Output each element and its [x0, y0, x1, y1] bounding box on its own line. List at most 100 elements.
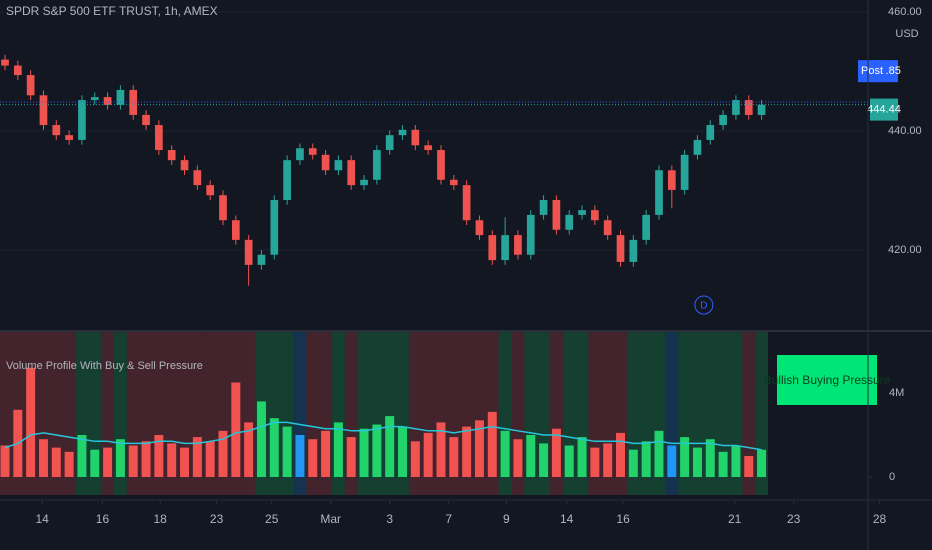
volume-ma-line [4, 421, 762, 451]
candle-body [142, 114, 150, 126]
event-marker-label: D [700, 301, 707, 312]
candle-body [193, 170, 202, 186]
candle-body [334, 160, 343, 171]
candle-body [167, 150, 176, 161]
candle-body [180, 160, 189, 171]
x-tick-label: 16 [616, 512, 630, 526]
candle-body [591, 210, 599, 221]
candle-body [629, 239, 638, 262]
y-tick-label: 4M [889, 387, 904, 399]
volume-bar [205, 441, 215, 478]
candle-body [680, 154, 689, 190]
candle-body [116, 89, 125, 105]
price-tag [870, 98, 898, 121]
candle-body [39, 95, 48, 126]
x-tick-label: 9 [503, 512, 510, 526]
candle-body [501, 235, 509, 261]
volume-bar [757, 449, 767, 478]
volume-bar [269, 418, 279, 478]
bg-band [742, 332, 756, 495]
candle-body [719, 114, 727, 126]
candle-body [488, 235, 497, 261]
volume-bar [526, 435, 536, 478]
x-tick-label: Mar [320, 512, 341, 526]
candle-body [347, 160, 356, 186]
volume-bar [231, 382, 241, 478]
volume-bar [321, 430, 331, 478]
candle-body [219, 195, 227, 221]
volume-bar [641, 441, 651, 478]
x-tick-label: 28 [873, 512, 887, 526]
candle-body [52, 125, 61, 136]
volume-bar [462, 426, 472, 478]
price-tag-label: 444.44 [867, 103, 901, 115]
candle-body [129, 89, 138, 115]
volume-bar [256, 401, 266, 478]
candle-body [283, 160, 291, 201]
x-tick-label: 18 [153, 512, 167, 526]
volume-bar [308, 439, 318, 478]
y-tick-label: 0 [889, 471, 895, 483]
volume-pane: 0 4M 14 16 18 23 25 Mar 3 7 9 14 16 21 23 28 Bullish Buy… [0, 332, 904, 526]
candle-body [424, 145, 433, 151]
candle-body [693, 139, 702, 155]
candle-body [398, 129, 407, 136]
volume-bar [474, 420, 484, 478]
volume-bar [667, 445, 677, 478]
volume-bar [333, 422, 343, 478]
volume-bar [564, 445, 574, 478]
volume-bar [577, 437, 587, 478]
candle-body [526, 214, 535, 255]
x-tick-label: 23 [787, 512, 801, 526]
candle-body [321, 154, 330, 171]
x-tick-label: 14 [36, 512, 50, 526]
volume-bar [346, 437, 356, 478]
volume-bar [539, 443, 549, 478]
volume-bar [128, 445, 138, 478]
candle-body [308, 148, 317, 155]
candle-body [1, 59, 9, 66]
candle-body [65, 135, 73, 140]
candle-body [475, 220, 484, 236]
signal-badge-label: Bullish Buying Pressure [764, 373, 891, 387]
x-tick-label: 7 [445, 512, 452, 526]
candle-body [26, 75, 35, 96]
volume-bar [423, 432, 433, 478]
volume-bar [603, 443, 613, 478]
volume-bar [398, 426, 408, 478]
bg-band [0, 332, 12, 495]
x-tick-label: 3 [386, 512, 393, 526]
candle-body [13, 65, 22, 76]
candle-body [78, 100, 86, 140]
candle-body [603, 220, 612, 236]
volume-bar [103, 447, 113, 478]
volume-bar [26, 367, 36, 478]
candle-body [642, 214, 651, 240]
volume-bar [718, 451, 728, 478]
volume-bar [141, 441, 151, 478]
volume-bar [180, 447, 190, 478]
candle-body [90, 97, 99, 101]
volume-bar [359, 428, 369, 478]
x-tick-label: 23 [210, 512, 224, 526]
x-tick-label: 21 [728, 512, 742, 526]
volume-bar [0, 445, 10, 478]
candle-body [360, 179, 368, 186]
volume-bar [154, 435, 164, 478]
volume-bar [51, 447, 61, 478]
event-marker [694, 295, 714, 315]
volume-bar [551, 428, 561, 478]
candle-body [270, 200, 279, 255]
volume-bar [295, 435, 305, 478]
y-tick-label: 440.00 [888, 125, 922, 137]
candle-body [437, 150, 445, 180]
candle-body [616, 235, 625, 262]
candle-body [655, 170, 663, 215]
candle-body [552, 200, 561, 230]
y-tick-label: 420.00 [888, 244, 922, 256]
volume-bar [731, 445, 741, 478]
candle-body [373, 150, 381, 180]
volume-bar [487, 411, 497, 478]
